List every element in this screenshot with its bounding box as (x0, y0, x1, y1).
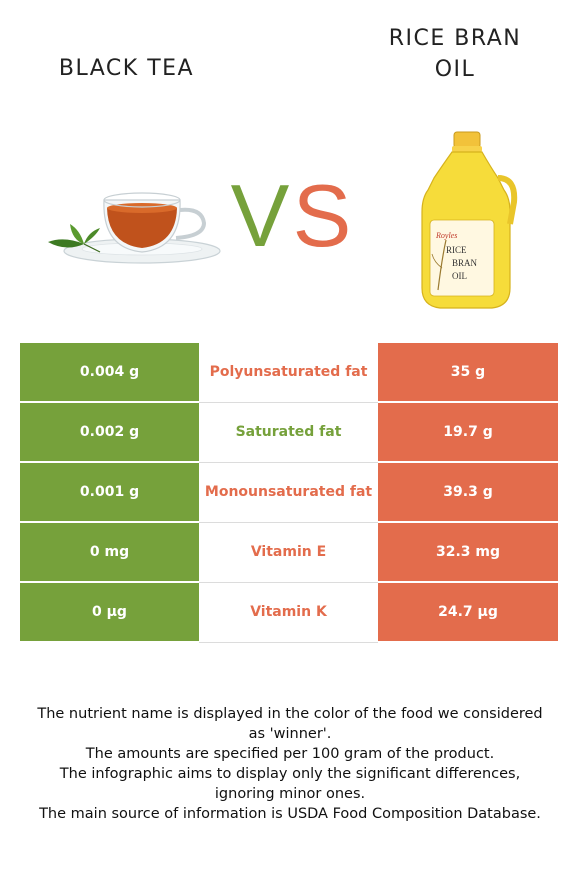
nutrient-name: Vitamin K (199, 582, 378, 643)
right-value: 32.3 mg (378, 522, 558, 583)
footnote-line: The nutrient name is displayed in the co… (37, 706, 543, 742)
table-row: 0 mg Vitamin E 32.3 mg (20, 522, 558, 583)
nutrient-name: Saturated fat (199, 402, 378, 463)
left-value: 0.002 g (20, 402, 199, 463)
table-row: 0.002 g Saturated fat 19.7 g (20, 402, 558, 463)
right-value: 35 g (378, 343, 558, 403)
oil-label-brand: Royles (435, 231, 457, 240)
rice-bran-oil-image: Royles RICE BRAN OIL (421, 131, 518, 309)
footnote-line: The amounts are specified per 100 gram o… (85, 746, 495, 762)
right-value: 19.7 g (378, 402, 558, 463)
right-value: 24.7 µg (378, 582, 558, 643)
left-value: 0.004 g (20, 343, 199, 403)
versus-s: S (293, 170, 352, 260)
versus-v: V (231, 170, 290, 260)
nutrient-name: Vitamin E (199, 522, 378, 583)
table-row: 0.004 g Polyunsaturated fat 35 g (20, 343, 558, 403)
left-value: 0.001 g (20, 462, 199, 523)
black-tea-image (48, 192, 221, 264)
footnote-line: The infographic aims to display only the… (59, 766, 521, 802)
right-food-title-line2: OIL (434, 57, 476, 82)
left-value: 0 mg (20, 522, 199, 583)
footnotes: The nutrient name is displayed in the co… (30, 704, 550, 824)
footnote-line: The main source of information is USDA F… (39, 806, 541, 822)
versus-mark: V S (231, 170, 352, 260)
nutrient-name: Monounsaturated fat (199, 462, 378, 523)
table-row: 0.001 g Monounsaturated fat 39.3 g (20, 462, 558, 523)
oil-label-line3: OIL (452, 271, 467, 281)
table-row: 0 µg Vitamin K 24.7 µg (20, 582, 558, 643)
oil-label-line1: RICE (446, 245, 467, 255)
right-food-title: RICE BRAN OIL (350, 23, 560, 85)
oil-label-line2: BRAN (452, 258, 478, 268)
left-value: 0 µg (20, 582, 199, 643)
nutrient-name: Polyunsaturated fat (199, 343, 378, 403)
right-food-title-line1: RICE BRAN (388, 26, 522, 51)
left-food-title: BLACK TEA (58, 56, 195, 81)
comparison-table: 0.004 g Polyunsaturated fat 35 g 0.002 g Sat… (20, 343, 558, 643)
right-value: 39.3 g (378, 462, 558, 523)
